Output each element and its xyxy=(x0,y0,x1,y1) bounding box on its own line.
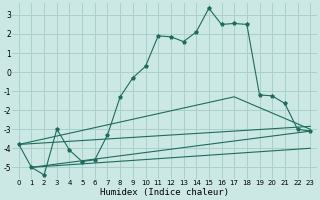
X-axis label: Humidex (Indice chaleur): Humidex (Indice chaleur) xyxy=(100,188,229,197)
